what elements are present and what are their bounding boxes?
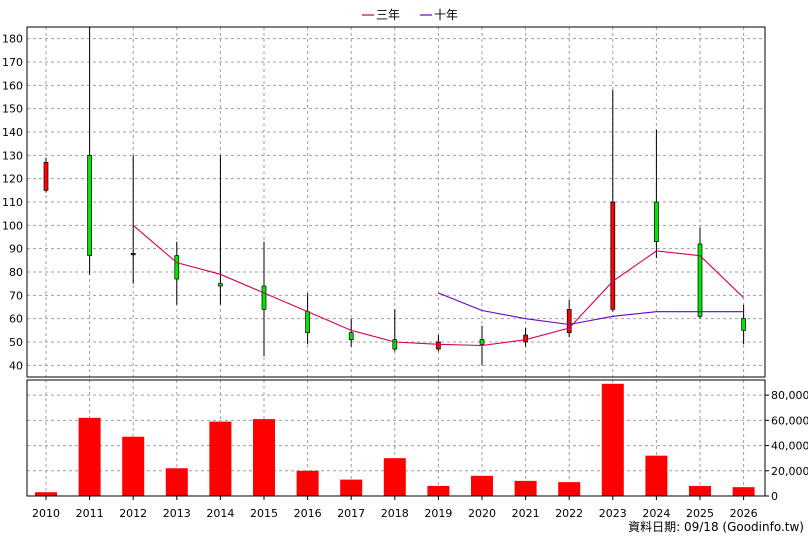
volume-bar-2022 — [558, 482, 581, 496]
price-tick-label-60: 60 — [9, 313, 23, 326]
chart-axes: 40 50 60 70 80 90 100 110 120 130 140 150 160 170 180 0… — [2, 26, 808, 520]
candle-body-2016 — [305, 311, 310, 334]
price-tick-label-70: 70 — [9, 289, 23, 302]
x-tick-label-2025: 2025 — [686, 507, 714, 520]
candle-body-2012 — [130, 252, 136, 256]
volume-bar-2020 — [471, 475, 493, 496]
volume-bar-2024 — [645, 455, 668, 496]
volume-bar-2017 — [340, 479, 363, 496]
candle-body-2026 — [741, 318, 746, 331]
candle-body-2021 — [523, 334, 528, 343]
x-tick-label-2011: 2011 — [76, 507, 104, 520]
candle-body-2011 — [87, 154, 92, 257]
x-tick-label-2019: 2019 — [424, 507, 452, 520]
volume-tick-label-60000: 60,000 — [771, 414, 808, 427]
chart-legend: 三年 十年 — [362, 8, 458, 22]
price-tick-label-160: 160 — [2, 79, 23, 92]
volume-bar-2016 — [296, 470, 319, 496]
x-tick-label-2016: 2016 — [294, 507, 322, 520]
price-tick-label-110: 110 — [2, 196, 23, 209]
candle-body-2010 — [43, 161, 49, 191]
price-tick-label-140: 140 — [2, 126, 23, 139]
x-tick-label-2013: 2013 — [163, 507, 191, 520]
volume-bar-2011 — [78, 417, 101, 496]
volume-bar-2023 — [601, 383, 624, 496]
volume-bar-2021 — [514, 480, 537, 496]
volume-bar-2013 — [165, 468, 188, 496]
volume-bar-2014 — [209, 421, 232, 496]
volume-bar-2018 — [383, 458, 406, 496]
data-date-footer: 資料日期: 09/18 (Goodinfo.tw) — [628, 520, 804, 534]
volume-tick-label-0: 0 — [771, 490, 778, 503]
candlestick-series — [43, 27, 746, 366]
price-tick-label-120: 120 — [2, 173, 23, 186]
volume-bar-2012 — [122, 436, 145, 496]
volume-bar-2015 — [253, 419, 275, 496]
x-tick-label-2023: 2023 — [599, 507, 627, 520]
volume-plot-frame — [26, 379, 766, 497]
price-tick-label-130: 130 — [2, 149, 23, 162]
price-tick-label-90: 90 — [9, 243, 23, 256]
volume-bar-2026 — [732, 487, 755, 496]
x-tick-label-2026: 2026 — [730, 507, 758, 520]
candle-body-2019 — [436, 341, 441, 350]
candle-body-2024 — [654, 201, 659, 243]
price-tick-label-40: 40 — [9, 359, 23, 372]
ma-line-1 — [438, 292, 744, 326]
candle-body-2023 — [610, 201, 616, 310]
price-tick-label-180: 180 — [2, 33, 23, 46]
candle-body-2017 — [348, 332, 354, 341]
volume-tick-label-40000: 40,000 — [771, 440, 808, 453]
price-plot-frame — [26, 26, 766, 378]
volume-bar-2025 — [689, 485, 711, 496]
price-tick-label-100: 100 — [2, 219, 23, 232]
price-tick-label-150: 150 — [2, 103, 23, 116]
x-tick-label-2010: 2010 — [32, 507, 60, 520]
x-tick-label-2015: 2015 — [250, 507, 278, 520]
x-tick-label-2024: 2024 — [642, 507, 670, 520]
volume-tick-label-20000: 20,000 — [771, 465, 808, 478]
candle-body-2022 — [566, 308, 572, 334]
candle-body-2025 — [697, 243, 703, 317]
volume-bar-2010 — [35, 492, 57, 496]
x-tick-label-2012: 2012 — [119, 507, 147, 520]
moving-average-lines — [132, 224, 744, 347]
candle-body-2014 — [218, 283, 223, 287]
volume-bar-series — [35, 383, 755, 496]
x-tick-label-2014: 2014 — [206, 507, 234, 520]
candle-body-2015 — [261, 285, 267, 310]
candle-body-2018 — [392, 339, 398, 350]
price-tick-label-170: 170 — [2, 56, 23, 69]
volume-bar-2019 — [427, 485, 450, 496]
x-tick-label-2021: 2021 — [512, 507, 540, 520]
price-tick-label-80: 80 — [9, 266, 23, 279]
legend-label-0: 三年 — [376, 8, 400, 22]
volume-tick-label-80000: 80,000 — [771, 389, 808, 402]
x-tick-label-2017: 2017 — [337, 507, 365, 520]
legend-label-1: 十年 — [434, 8, 458, 22]
price-tick-label-50: 50 — [9, 336, 23, 349]
x-tick-label-2022: 2022 — [555, 507, 583, 520]
x-tick-label-2018: 2018 — [381, 507, 409, 520]
candle-body-2020 — [479, 339, 485, 345]
x-tick-label-2020: 2020 — [468, 507, 496, 520]
candle-body-2013 — [174, 255, 180, 280]
ma-line-0 — [132, 224, 744, 347]
